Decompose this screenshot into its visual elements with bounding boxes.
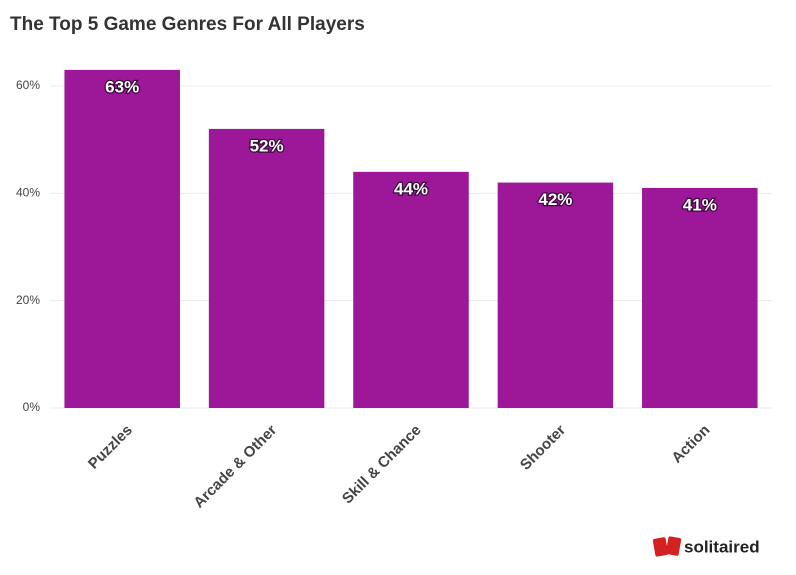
value-label: 44% xyxy=(394,179,428,198)
x-tick-label: Action xyxy=(668,422,713,467)
x-tick-label: Skill & Chance xyxy=(339,422,425,508)
bar xyxy=(497,182,614,408)
bar xyxy=(353,171,469,408)
value-label: 41% xyxy=(683,195,717,214)
chart-title: The Top 5 Game Genres For All Players xyxy=(10,14,365,35)
y-tick-label: 40% xyxy=(16,185,40,199)
x-tick-label: Arcade & Other xyxy=(190,422,280,512)
logo-text: solitaired xyxy=(684,537,760,556)
value-label: 42% xyxy=(538,190,572,209)
y-tick-label: 0% xyxy=(23,400,41,414)
value-label: 52% xyxy=(250,136,284,155)
bar xyxy=(642,187,758,408)
bar xyxy=(64,69,180,408)
x-tick-label: Puzzles xyxy=(85,422,136,473)
y-tick-label: 60% xyxy=(16,78,40,92)
bar xyxy=(208,128,325,408)
logo-icon xyxy=(652,536,682,557)
y-tick-label: 20% xyxy=(16,293,40,307)
value-label: 63% xyxy=(105,77,139,96)
x-tick-label: Shooter xyxy=(517,422,569,474)
